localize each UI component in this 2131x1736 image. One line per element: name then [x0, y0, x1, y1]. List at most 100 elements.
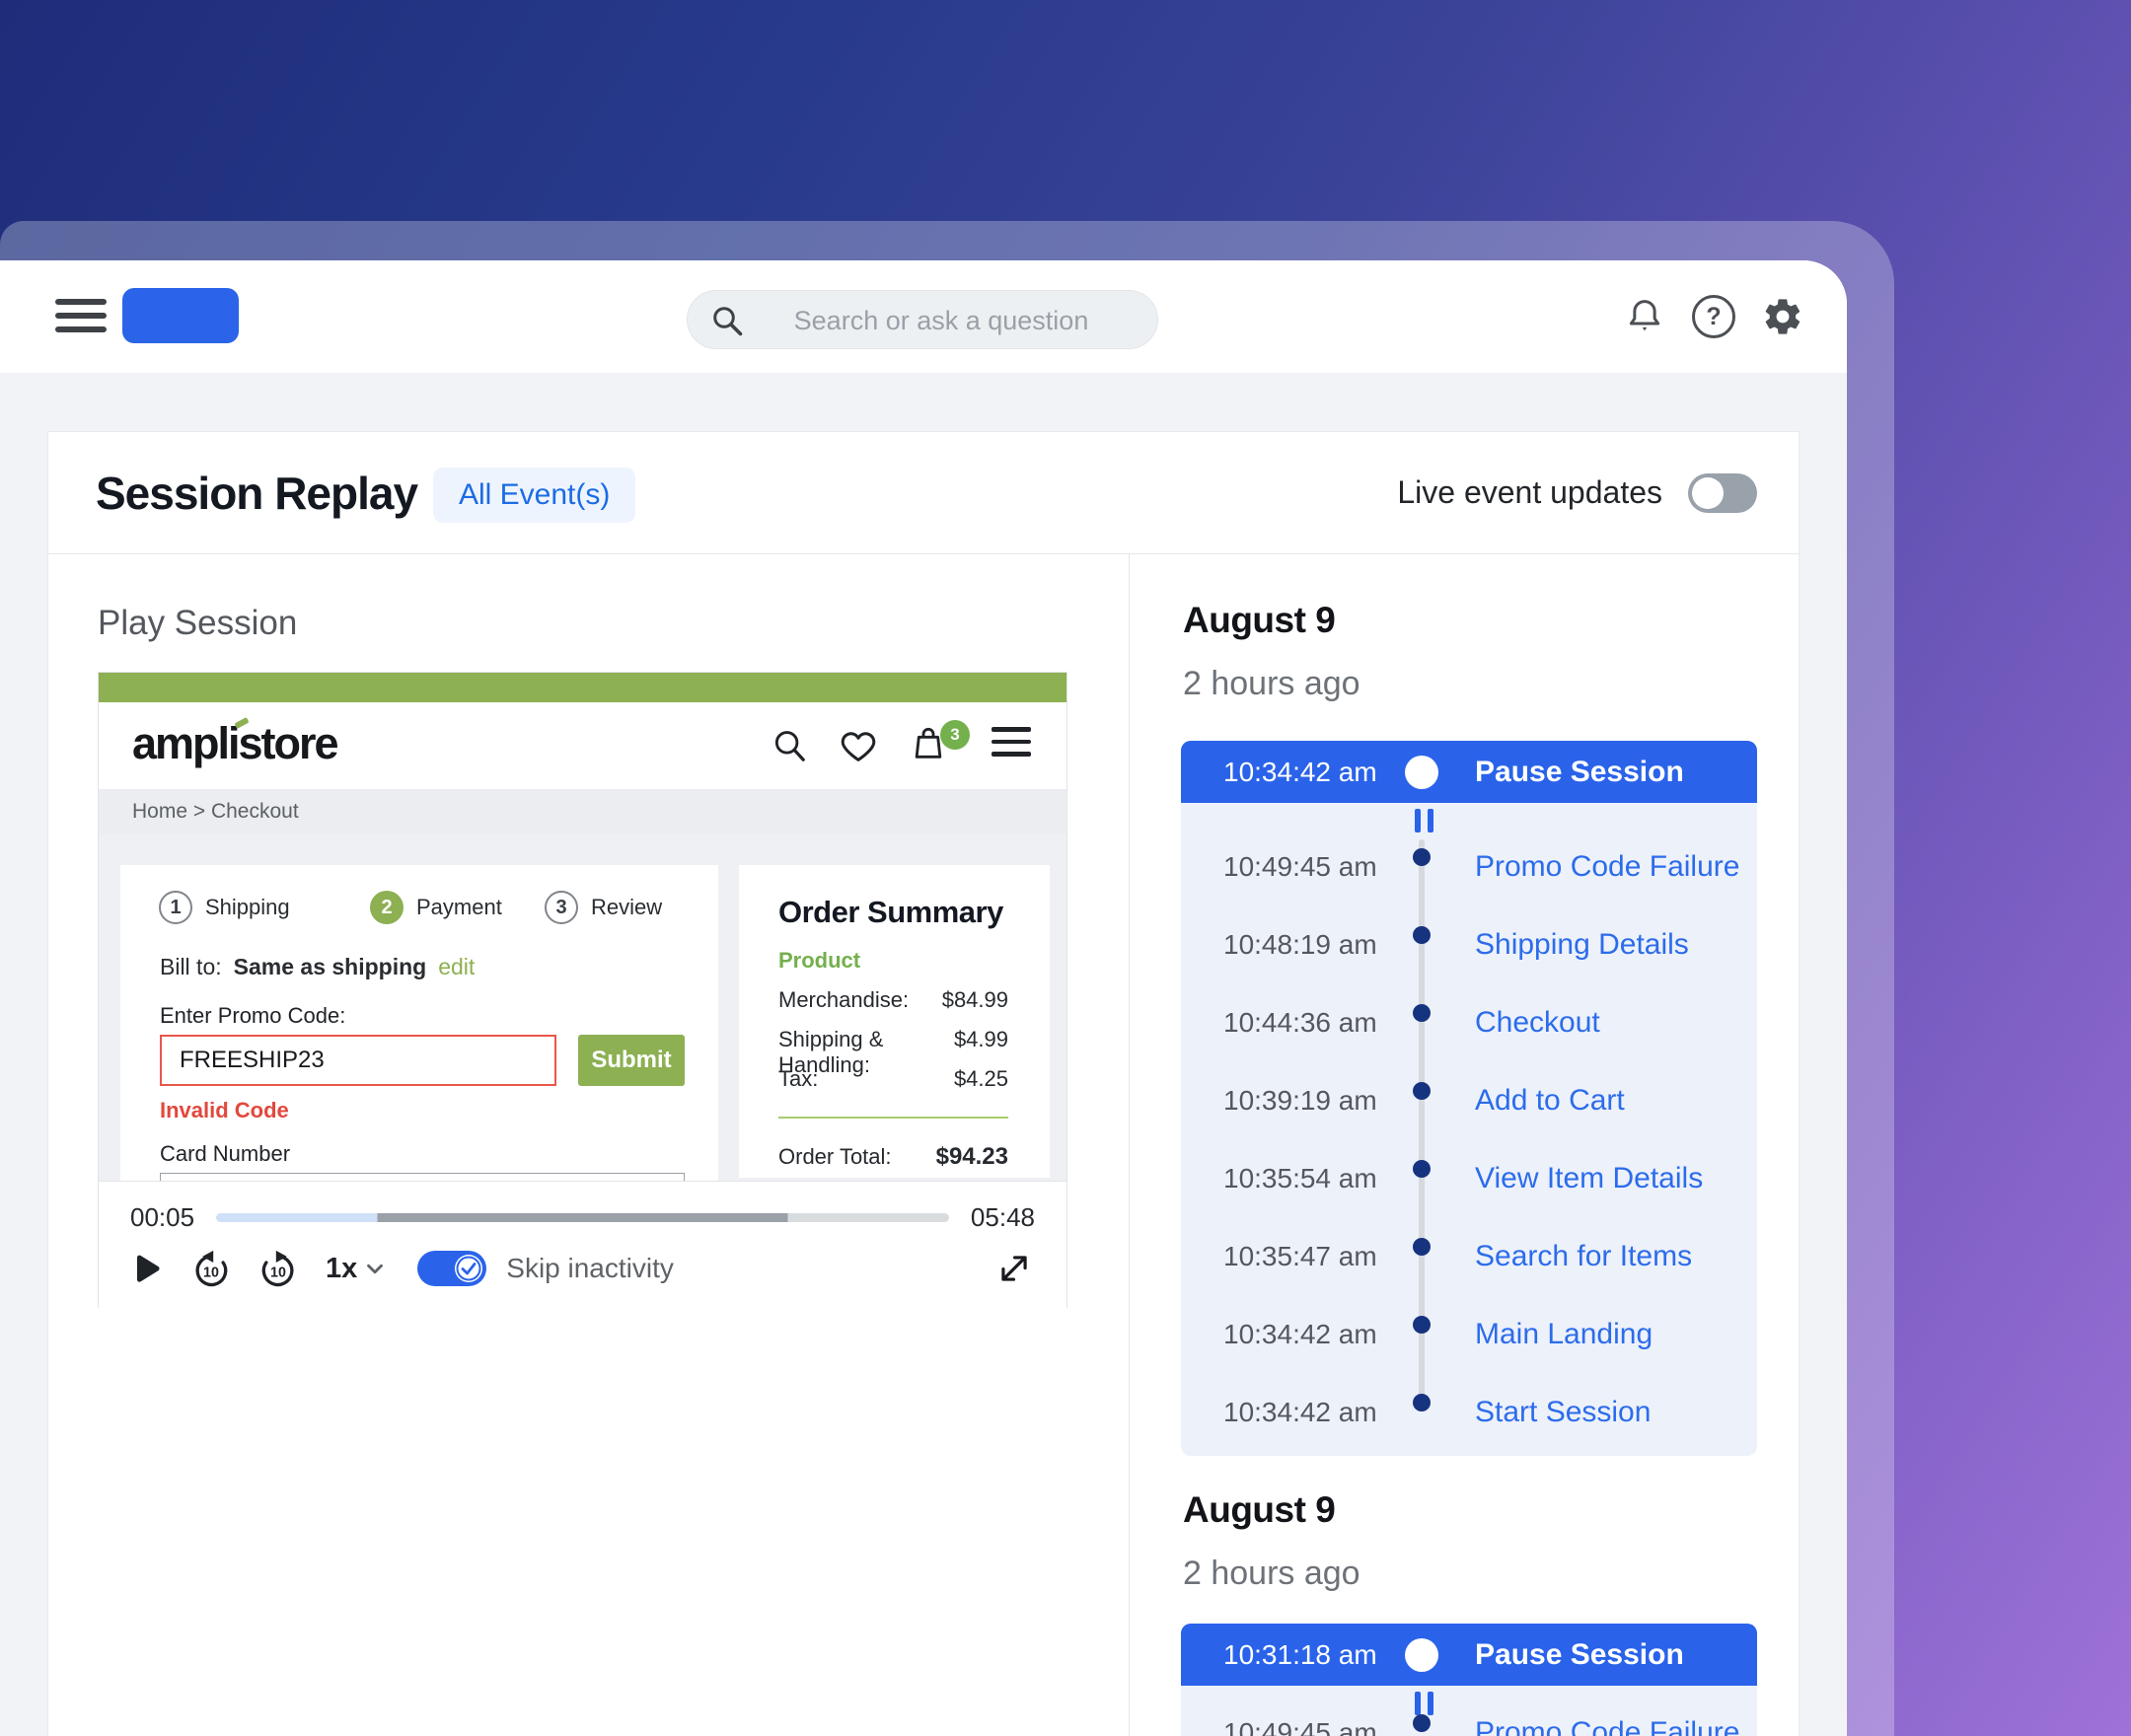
summary-row-label: Merchandise: [778, 987, 910, 1012]
skip-inactivity-label: Skip inactivity [506, 1253, 674, 1283]
event-dot-icon [1413, 1160, 1431, 1178]
event-dot-icon [1413, 848, 1431, 866]
timeline-relative-time: 2 hours ago [1183, 1555, 1360, 1592]
wishlist-heart-icon [841, 732, 876, 761]
toggle-knob [1692, 476, 1724, 509]
summary-row-value: $84.99 [941, 987, 1008, 1012]
store-header-icons: 3 [771, 702, 1031, 789]
event-time: 10:39:19 am [1223, 1085, 1377, 1116]
notifications-button[interactable] [1622, 294, 1667, 339]
event-time: 10:49:45 am [1223, 1717, 1377, 1736]
event-link[interactable]: Add to Cart [1475, 1084, 1625, 1117]
all-events-badge[interactable]: All Event(s) [433, 468, 636, 523]
timeline-relative-time: 2 hours ago [1183, 665, 1360, 702]
step-label: Review [591, 895, 663, 919]
live-updates-toggle[interactable] [1688, 472, 1757, 513]
store-top-banner [99, 673, 1066, 702]
toggle-check-knob [455, 1255, 483, 1282]
event-link[interactable]: Search for Items [1475, 1240, 1693, 1272]
timeline-event-row[interactable]: 10:44:36 am Checkout [1181, 992, 1757, 1053]
search-input[interactable] [747, 291, 1136, 350]
column-divider [1129, 553, 1130, 1736]
page-title: Session Replay [96, 467, 418, 519]
bill-to-row: Bill to: Same as shipping edit [160, 954, 475, 980]
bill-to-value: Same as shipping [233, 954, 427, 979]
summary-row-value: $4.99 [953, 1027, 1008, 1051]
event-link[interactable]: Start Session [1475, 1396, 1652, 1428]
brand-logo[interactable] [122, 288, 239, 343]
settings-button[interactable] [1760, 294, 1805, 339]
edit-link: edit [438, 954, 476, 979]
timeline-event-row[interactable]: 10:49:45 am Promo Code Failure [1181, 1702, 1757, 1736]
summary-row: Tax: $4.25 [778, 1066, 1008, 1094]
promo-code-input [160, 1035, 556, 1086]
progress-bar[interactable] [216, 1212, 949, 1222]
summary-row: Shipping & Handling: $4.99 [778, 1027, 1008, 1077]
bell-icon [1629, 300, 1660, 331]
store-search-icon [774, 731, 805, 761]
timeline-event-row[interactable]: 10:49:45 am Promo Code Failure [1181, 836, 1757, 898]
event-time: 10:49:45 am [1223, 851, 1377, 882]
global-search[interactable] [687, 290, 1158, 350]
card-title-bar: Session Replay All Event(s) Live event u… [48, 432, 1799, 554]
live-updates-label: Live event updates [1397, 474, 1662, 510]
event-link[interactable]: Shipping Details [1475, 928, 1689, 961]
event-link[interactable]: View Item Details [1475, 1162, 1704, 1194]
event-link[interactable]: Promo Code Failure [1475, 850, 1740, 883]
bill-to-label: Bill to: [160, 954, 222, 979]
store-breadcrumb: Home > Checkout [99, 789, 1066, 834]
pause-session-row[interactable]: 10:31:18 am Pause Session [1181, 1624, 1757, 1686]
event-dot-icon [1413, 1394, 1431, 1411]
expand-icon [1001, 1256, 1027, 1281]
step-circle: 3 [545, 891, 578, 924]
timeline-event-row[interactable]: 10:34:42 am Start Session [1181, 1382, 1757, 1443]
playback-speed-selector[interactable]: 1x [326, 1253, 384, 1285]
step-label: Payment [416, 895, 502, 919]
event-time: 10:34:42 am [1223, 1397, 1377, 1427]
summary-divider [778, 1117, 1008, 1119]
checkout-panel: 1 Shipping 2 Payment 3 Review Bill to [120, 865, 718, 1181]
order-summary-title: Order Summary [778, 895, 1003, 929]
event-link[interactable]: Promo Code Failure [1475, 1716, 1740, 1736]
play-button[interactable] [132, 1252, 162, 1285]
pause-session-row[interactable]: 10:34:42 am Pause Session [1181, 741, 1757, 803]
total-duration: 05:48 [970, 1201, 1035, 1232]
timeline-event-row[interactable]: 10:35:54 am View Item Details [1181, 1148, 1757, 1209]
timeline-event-row[interactable]: 10:48:19 am Shipping Details [1181, 914, 1757, 976]
event-time: 10:35:47 am [1223, 1241, 1377, 1271]
app-window: ? Session Replay All Event(s) Live event… [0, 260, 1847, 1736]
event-dot-icon [1413, 926, 1431, 944]
summary-row-label: Shipping & Handling: [778, 1027, 884, 1077]
step-review: 3 Review [545, 891, 662, 924]
event-dot-icon [1413, 1082, 1431, 1100]
live-updates-group: Live event updates [1397, 432, 1757, 553]
player-buttons-row: 10 10 [132, 1243, 1033, 1294]
timeline-event-row[interactable]: 10:35:47 am Search for Items [1181, 1226, 1757, 1287]
event-link[interactable]: Main Landing [1475, 1318, 1653, 1350]
forward-10-button[interactable]: 10 [257, 1247, 300, 1290]
svg-text:10: 10 [270, 1265, 286, 1280]
gear-icon [1765, 299, 1800, 334]
fullscreen-button[interactable] [995, 1250, 1033, 1287]
timeline-track [1419, 839, 1425, 1404]
event-dot-icon [1405, 756, 1438, 789]
help-button[interactable]: ? [1691, 294, 1736, 339]
promo-error-text: Invalid Code [160, 1098, 289, 1122]
step-payment: 2 Payment [370, 891, 502, 924]
menu-icon[interactable] [55, 299, 107, 340]
promo-submit-button: Submit [578, 1035, 685, 1086]
order-summary-panel: Order Summary Product Merchandise: $84.9… [739, 865, 1050, 1178]
rewind-10-button[interactable]: 10 [189, 1247, 233, 1290]
event-label: Pause Session [1475, 1637, 1684, 1671]
step-label: Shipping [205, 895, 290, 919]
event-dot-icon [1413, 1316, 1431, 1334]
timeline-event-row[interactable]: 10:39:19 am Add to Cart [1181, 1070, 1757, 1131]
timeline-event-row[interactable]: 10:34:42 am Main Landing [1181, 1304, 1757, 1365]
step-circle: 1 [159, 891, 192, 924]
player-controls: 00:05 05:48 [99, 1181, 1066, 1309]
event-link[interactable]: Checkout [1475, 1006, 1600, 1039]
skip-inactivity-toggle[interactable] [417, 1251, 487, 1286]
promo-code-label: Enter Promo Code: [160, 1003, 346, 1028]
event-time: 10:35:54 am [1223, 1163, 1377, 1194]
